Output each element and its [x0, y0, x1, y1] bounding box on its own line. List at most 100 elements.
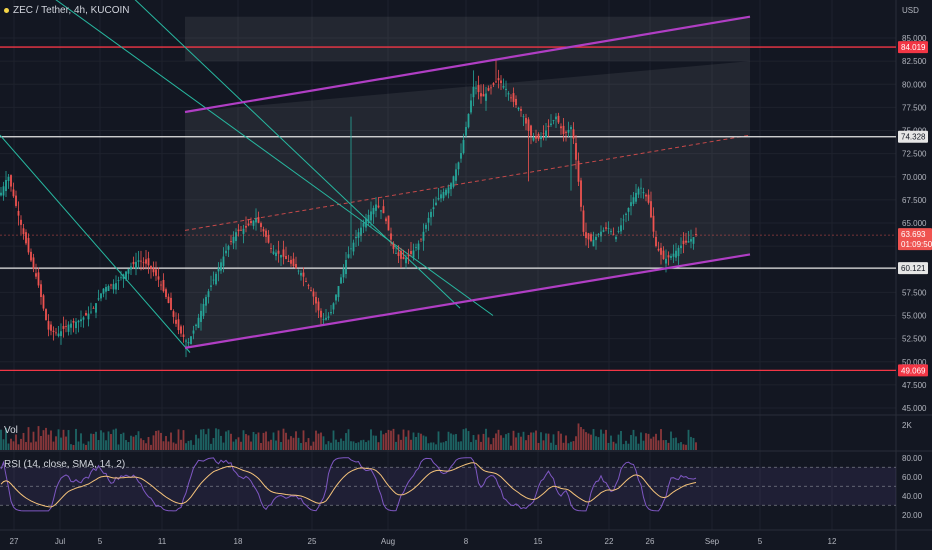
volume-bar — [652, 436, 655, 450]
volume-bar — [450, 433, 452, 450]
candle-body — [145, 259, 147, 264]
candle-body — [505, 88, 507, 91]
volume-bar — [225, 431, 227, 450]
volume-bar — [57, 429, 60, 450]
candle-body — [267, 235, 270, 243]
level-price-tag — [898, 41, 928, 54]
candle-body — [232, 236, 235, 244]
volume-bar — [287, 439, 290, 450]
volume-bar — [605, 429, 607, 450]
candle-body — [655, 236, 657, 247]
volume-bar — [547, 433, 550, 450]
candle-body — [95, 303, 97, 313]
candle-body — [165, 289, 167, 297]
volume-bar — [167, 441, 170, 450]
volume-bar — [532, 432, 535, 450]
volume-bar — [35, 441, 37, 450]
volume-bar — [392, 428, 395, 450]
candle-body — [92, 307, 95, 309]
volume-bar — [445, 441, 447, 450]
volume-bar — [275, 440, 277, 450]
candle-body — [517, 107, 520, 110]
volume-bar — [607, 442, 610, 450]
candle-body — [167, 296, 170, 304]
volume-bar — [110, 434, 112, 450]
volume-bar — [272, 432, 275, 450]
symbol-label[interactable]: ZEC / Tether, 4h, KUCOIN — [13, 5, 130, 16]
candle-body — [672, 253, 675, 257]
candle-body — [215, 273, 217, 285]
candle-body — [412, 250, 415, 258]
x-tick-label: 8 — [464, 537, 469, 546]
y-tick-label: 65.000 — [902, 219, 927, 228]
volume-label[interactable]: Vol — [4, 425, 18, 436]
candle-body — [12, 189, 15, 197]
candle-body — [637, 188, 640, 195]
volume-bar — [410, 439, 412, 450]
candle-body — [107, 286, 110, 292]
volume-bar — [217, 429, 220, 450]
volume-bar — [637, 443, 640, 450]
volume-bar — [397, 434, 400, 450]
volume-bar — [292, 437, 295, 450]
candle-body — [640, 187, 642, 189]
x-tick-label: Jul — [55, 537, 65, 546]
candle-body — [155, 269, 157, 276]
volume-bar — [257, 432, 260, 450]
volume-bar — [142, 440, 145, 450]
volume-bar — [315, 430, 317, 450]
candle-body — [477, 84, 480, 93]
candle-body — [45, 309, 47, 321]
candle-body — [330, 312, 332, 314]
volume-bar — [447, 431, 450, 450]
candle-body — [532, 137, 535, 141]
candle-body — [7, 176, 10, 181]
volume-bar — [375, 435, 377, 450]
candle-body — [82, 317, 85, 320]
candle-body — [230, 241, 232, 242]
candle-body — [57, 333, 60, 336]
last-price-tag — [898, 228, 932, 251]
candle-body — [465, 127, 467, 136]
volume-bar — [305, 442, 307, 450]
rsi-label[interactable]: RSI (14, close, SMA, 14, 2) — [4, 459, 126, 470]
candle-body — [455, 169, 457, 181]
volume-bar — [650, 438, 652, 450]
candle-body — [357, 232, 360, 238]
channel-median-line — [184, 134, 751, 231]
candle-body — [632, 197, 635, 204]
candle-body — [280, 254, 282, 258]
candle-body — [487, 88, 490, 91]
volume-bar — [227, 430, 230, 450]
volume-bar — [395, 441, 397, 450]
candle-body — [660, 247, 662, 255]
candle-body — [15, 195, 17, 206]
candle-body — [520, 109, 522, 111]
volume-bar — [205, 434, 207, 450]
volume-bar — [385, 432, 387, 450]
volume-bar — [177, 429, 180, 450]
volume-bar — [295, 431, 297, 450]
candle-body — [645, 194, 647, 197]
trend-line-teal — [134, 0, 461, 309]
volume-bar — [525, 440, 527, 450]
volume-bar — [155, 430, 157, 450]
candle-body — [652, 215, 655, 232]
candle-body — [237, 229, 240, 232]
candle-body — [595, 236, 597, 241]
candle-body — [345, 260, 347, 275]
candle-body — [170, 297, 172, 310]
volume-bar — [280, 442, 282, 450]
candle-body — [0, 192, 2, 196]
candle-body — [545, 130, 547, 138]
volume-bar — [452, 434, 455, 450]
candle-body — [132, 261, 135, 265]
volume-bar — [400, 439, 402, 450]
volume-bar — [575, 436, 577, 450]
volume-bar — [25, 442, 27, 450]
candle-body — [25, 232, 27, 244]
volume-bar — [140, 438, 142, 450]
candle-body — [415, 247, 417, 248]
volume-bar — [62, 429, 65, 450]
